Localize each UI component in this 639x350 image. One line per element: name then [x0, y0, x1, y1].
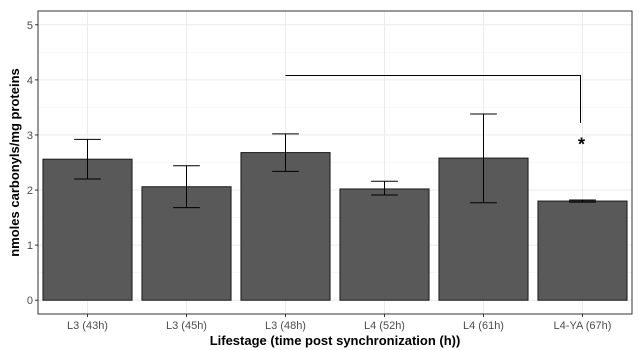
bar: [240, 152, 331, 301]
bars: [42, 152, 628, 301]
x-tick-label: L3 (43h): [67, 320, 108, 332]
bar: [42, 158, 133, 301]
significance-label: *: [578, 134, 585, 154]
y-tick-label: 1: [27, 240, 33, 252]
y-tick-label: 4: [27, 75, 33, 87]
y-tick-label: 2: [27, 185, 33, 197]
x-tick-label: L4-YA (67h): [554, 320, 612, 332]
plot-panel-border: [37, 10, 633, 315]
bar: [339, 188, 430, 301]
bar: [537, 200, 628, 301]
y-axis: 0 1 2 3 4 5: [27, 20, 38, 307]
y-tick-label: 0: [27, 295, 33, 307]
significance-bracket: *: [285, 74, 585, 154]
y-axis-title: nmoles carbonyls/mg proteins: [7, 68, 22, 257]
significance-line: [285, 74, 581, 123]
x-tick-label: L4 (61h): [463, 320, 504, 332]
error-bars: [74, 113, 596, 209]
x-axis: L3 (43h) L3 (45h) L3 (48h) L4 (52h) L4 (61h)…: [67, 314, 611, 332]
x-tick-label: L3 (48h): [265, 320, 306, 332]
x-tick-label: L3 (45h): [166, 320, 207, 332]
y-tick-label: 5: [27, 20, 33, 32]
x-tick-label: L4 (52h): [364, 320, 405, 332]
y-tick-label: 3: [27, 130, 33, 142]
x-axis-title: Lifestage (time post synchronization (h)…: [210, 333, 461, 348]
